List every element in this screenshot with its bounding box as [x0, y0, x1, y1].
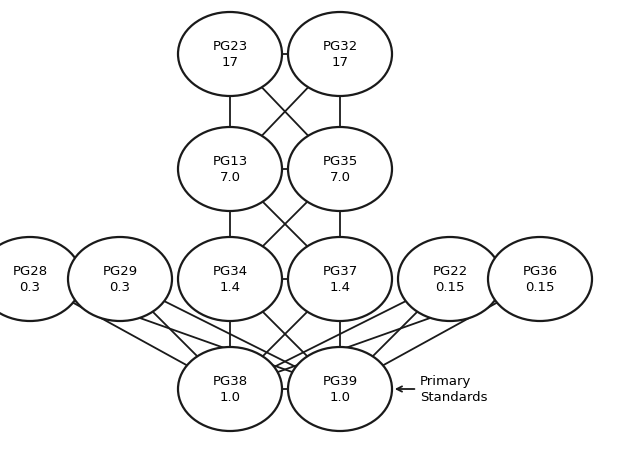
Ellipse shape — [488, 238, 592, 321]
Text: PG36
0.15: PG36 0.15 — [522, 265, 557, 294]
Text: PG35
7.0: PG35 7.0 — [322, 155, 357, 184]
Ellipse shape — [288, 13, 392, 97]
Ellipse shape — [288, 347, 392, 431]
Ellipse shape — [178, 13, 282, 97]
Text: Primary
Standards: Primary Standards — [397, 375, 488, 404]
Ellipse shape — [68, 238, 172, 321]
Text: PG23
17: PG23 17 — [213, 40, 248, 69]
Text: PG13
7.0: PG13 7.0 — [213, 155, 248, 184]
Ellipse shape — [178, 238, 282, 321]
Text: PG38
1.0: PG38 1.0 — [213, 375, 248, 404]
Text: PG39
1.0: PG39 1.0 — [322, 375, 357, 404]
Ellipse shape — [178, 347, 282, 431]
Ellipse shape — [288, 128, 392, 212]
Text: PG22
0.15: PG22 0.15 — [433, 265, 468, 294]
Ellipse shape — [288, 238, 392, 321]
Text: PG37
1.4: PG37 1.4 — [322, 265, 357, 294]
Ellipse shape — [398, 238, 502, 321]
Ellipse shape — [0, 238, 82, 321]
Text: PG32
17: PG32 17 — [322, 40, 357, 69]
Text: PG28
0.3: PG28 0.3 — [13, 265, 48, 294]
Text: PG34
1.4: PG34 1.4 — [213, 265, 248, 294]
Ellipse shape — [178, 128, 282, 212]
Text: PG29
0.3: PG29 0.3 — [102, 265, 137, 294]
